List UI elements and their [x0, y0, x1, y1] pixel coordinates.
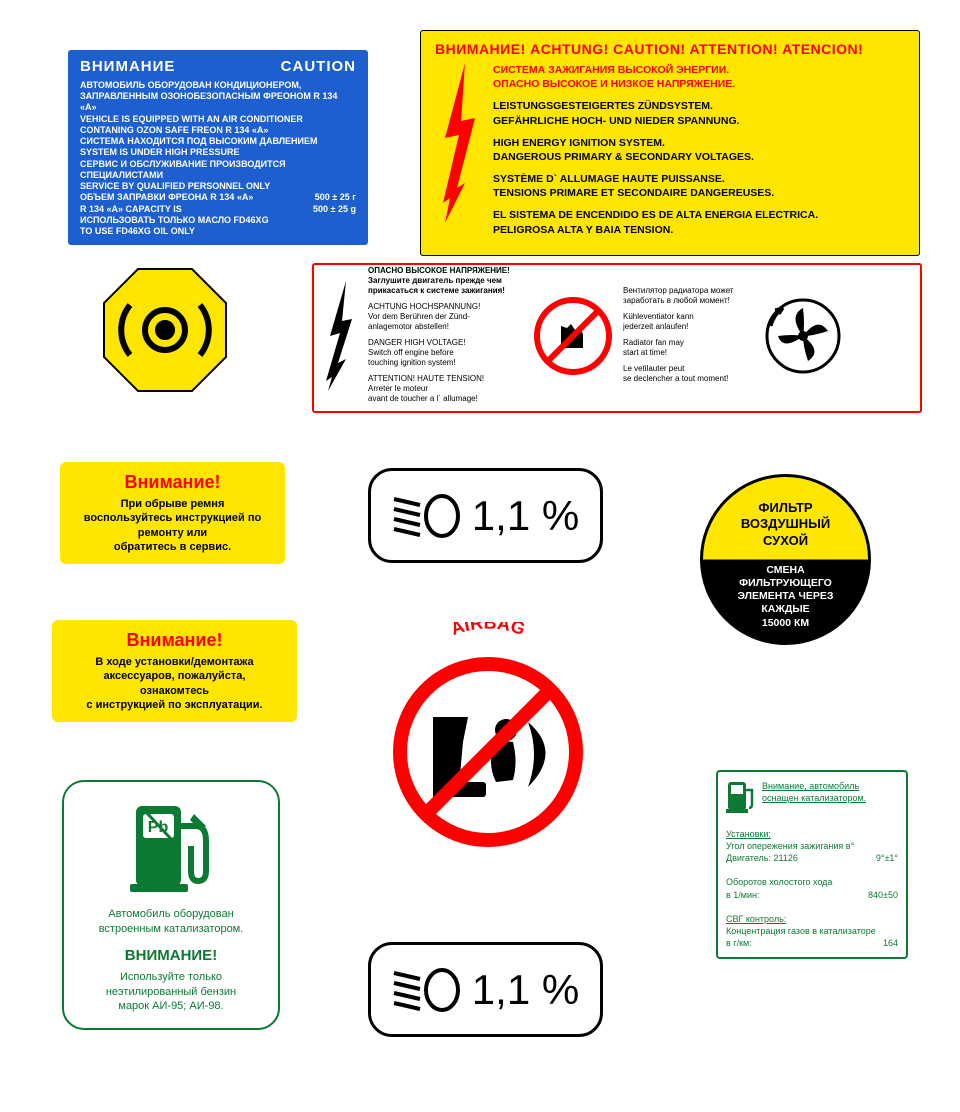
cat-sec2-l1: Оборотов холостого хода — [726, 876, 898, 888]
low-beam-icon — [392, 965, 462, 1015]
ac-line: СЕРВИС И ОБСЛУЖИВАНИЕ ПРОИЗВОДИТСЯ СПЕЦИ… — [80, 159, 356, 182]
ac-line: ЗАПРАВЛЕННЫМ ОЗОНОБЕЗОПАСНЫМ ФРЕОНОМ R 1… — [80, 91, 356, 114]
ac-title-right: CAUTION — [281, 58, 356, 77]
accessory-warning-label: Внимание! В ходе установки/демонтажа акс… — [52, 620, 297, 722]
belt-title: Внимание! — [68, 472, 277, 493]
cat-sec3-title: СВГ контроль: — [726, 913, 898, 925]
ac-row-l: ОБЪЕМ ЗАПРАВКИ ФРЕОНА R 134 «A» — [80, 192, 253, 203]
fan-block: Kühleventiator kann jederzeit anlaufen! — [623, 312, 753, 332]
cat-sec2-row-r: 840±50 — [868, 889, 898, 901]
ac-title-left: ВНИМАНИЕ — [80, 58, 175, 77]
ignition-text: СИСТЕМА ЗАЖИГАНИЯ ВЫСОКОЙ ЭНЕРГИИ. ОПАСН… — [493, 63, 818, 245]
ac-line: АВТОМОБИЛЬ ОБОРУДОВАН КОНДИЦИОНЕРОМ, — [80, 80, 356, 91]
ignition-title: ВНИМАНИЕ! ACHTUNG! CAUTION! ATTENTION! A… — [435, 41, 905, 57]
fuel-line1: Автомобиль оборудован встроенным катализ… — [74, 907, 268, 937]
ignition-caution-label: ВНИМАНИЕ! ACHTUNG! CAUTION! ATTENTION! A… — [420, 30, 920, 256]
fuel-catalyst-label: Pb Автомобиль оборудован встроенным ката… — [62, 780, 280, 1030]
accessory-body: В ходе установки/демонтажа аксессуаров, … — [60, 655, 289, 712]
fan-warning-text: Вентилятор радиатора может заработать в … — [623, 286, 753, 390]
cat-header: Внимание, автомобиль оснащен катализатор… — [762, 780, 866, 804]
ac-line: СИСТЕМА НАХОДИТСЯ ПОД ВЫСОКИМ ДАВЛЕНИЕМ — [80, 136, 356, 147]
hv-block: DANGER HIGH VOLTAGE! Switch off engine b… — [368, 338, 523, 368]
hv-block: ATTENTION! HAUTE TENSION! Arreter le mot… — [368, 374, 523, 404]
ac-line: TO USE FD46XG OIL ONLY — [80, 226, 356, 237]
ac-line: VEHICLE IS EQUIPPED WITH AN AIR CONDITIO… — [80, 114, 356, 125]
ignition-block: HIGH ENERGY IGNITION SYSTEM. DANGEROUS P… — [493, 136, 818, 164]
ignition-block: LEISTUNGSGESTEIGERTES ZÜNDSYSTEM. GEFÄHR… — [493, 99, 818, 127]
beam-value: 1,1 % — [472, 492, 579, 540]
fuel-heading: ВНИМАНИЕ! — [74, 947, 268, 964]
belt-warning-label: Внимание! При обрыве ремня воспользуйтес… — [60, 462, 285, 564]
headlight-adjustment-label: 1,1 % — [368, 468, 603, 563]
hv-warning-text: ОПАСНО ВЫСОКОЕ НАПРЯЖЕНИЕ! Заглушите дви… — [368, 266, 523, 410]
fuel-line2: Используйте только неэтилированный бензи… — [74, 970, 268, 1015]
ac-line: ИСПОЛЬЗОВАТЬ ТОЛЬКО МАСЛО FD46XG — [80, 215, 356, 226]
ac-row-r: 500 ± 25 г — [315, 192, 356, 203]
cat-sec3-l1: Концентрация газов в катализаторе — [726, 925, 898, 937]
fan-block: Вентилятор радиатора может заработать в … — [623, 286, 753, 306]
cat-sec1-title: Установки: — [726, 828, 898, 840]
ignition-block: EL SISTEMA DE ENCENDIDO ES DE ALTA ENERG… — [493, 208, 818, 236]
brake-warning-octagon — [100, 265, 230, 400]
cat-sec3-row-l: в г/км: — [726, 937, 752, 949]
fan-block: Le vetilauter peut se declencher a tout … — [623, 364, 753, 384]
ac-line: SERVICE BY QUALIFIED PERSONNEL ONLY — [80, 181, 356, 192]
lightning-bolt-icon — [324, 281, 358, 396]
ac-line: CONTANING OZON SAFE FREON R 134 «A» — [80, 125, 356, 136]
catalyst-settings-label: Внимание, автомобиль оснащен катализатор… — [716, 770, 908, 959]
airbag-prohibition-label: AIRBAG — [378, 622, 598, 857]
svg-text:AIRBAG: AIRBAG — [448, 622, 528, 639]
hv-block: ACHTUNG HOCHSPANNUNG! Vor dem Berühren d… — [368, 302, 523, 332]
cat-sec1-l1: Угол опережения зажигания в° — [726, 840, 898, 852]
ac-caution-label: ВНИМАНИЕ CAUTION АВТОМОБИЛЬ ОБОРУДОВАН К… — [68, 50, 368, 245]
air-filter-label: ФИЛЬТР ВОЗДУШНЫЙ СУХОЙ СМЕНА ФИЛЬТРУЮЩЕГ… — [698, 472, 873, 652]
ac-row-r: 500 ± 25 g — [313, 204, 356, 215]
cat-sec1-row-l: Двигатель: 21126 — [726, 852, 798, 864]
accessory-title: Внимание! — [60, 630, 289, 651]
filter-top-text: ФИЛЬТР ВОЗДУШНЫЙ СУХОЙ — [698, 500, 873, 549]
airbag-arc-text: AIRBAG — [448, 622, 528, 639]
cat-sec1-row-r: 9°±1° — [876, 852, 898, 864]
fuel-pump-icon — [726, 780, 756, 814]
hv-block: ОПАСНО ВЫСОКОЕ НАПРЯЖЕНИЕ! Заглушите дви… — [368, 266, 510, 295]
low-beam-icon — [392, 491, 462, 541]
multi-warning-label: ОПАСНО ВЫСОКОЕ НАПРЯЖЕНИЕ! Заглушите дви… — [312, 263, 922, 413]
ac-line: SYSTEM IS UNDER HIGH PRESSURE — [80, 147, 356, 158]
fuel-pump-icon: Pb — [126, 796, 216, 896]
belt-body: При обрыве ремня воспользуйтесь инструкц… — [68, 497, 277, 554]
cat-sec3-row-r: 164 — [883, 937, 898, 949]
filter-bottom-text: СМЕНА ФИЛЬТРУЮЩЕГО ЭЛЕМЕНТА ЧЕРЕЗ КАЖДЫЕ… — [698, 564, 873, 630]
cat-sec2-row-l: в 1/мин: — [726, 889, 759, 901]
no-touch-icon — [533, 296, 613, 381]
fan-icon — [763, 296, 843, 381]
beam-value: 1,1 % — [472, 966, 579, 1014]
fan-block: Radiator fan may start at time! — [623, 338, 753, 358]
ac-row-l: R 134 «A» CAPACITY IS — [80, 204, 182, 215]
ignition-block: SYSTÈME D` ALLUMAGE HAUTE PUISSANSE. TEN… — [493, 172, 818, 200]
headlight-adjustment-label: 1,1 % — [368, 942, 603, 1037]
ignition-block: СИСТЕМА ЗАЖИГАНИЯ ВЫСОКОЙ ЭНЕРГИИ. ОПАСН… — [493, 63, 818, 91]
lightning-bolt-icon — [435, 63, 493, 245]
